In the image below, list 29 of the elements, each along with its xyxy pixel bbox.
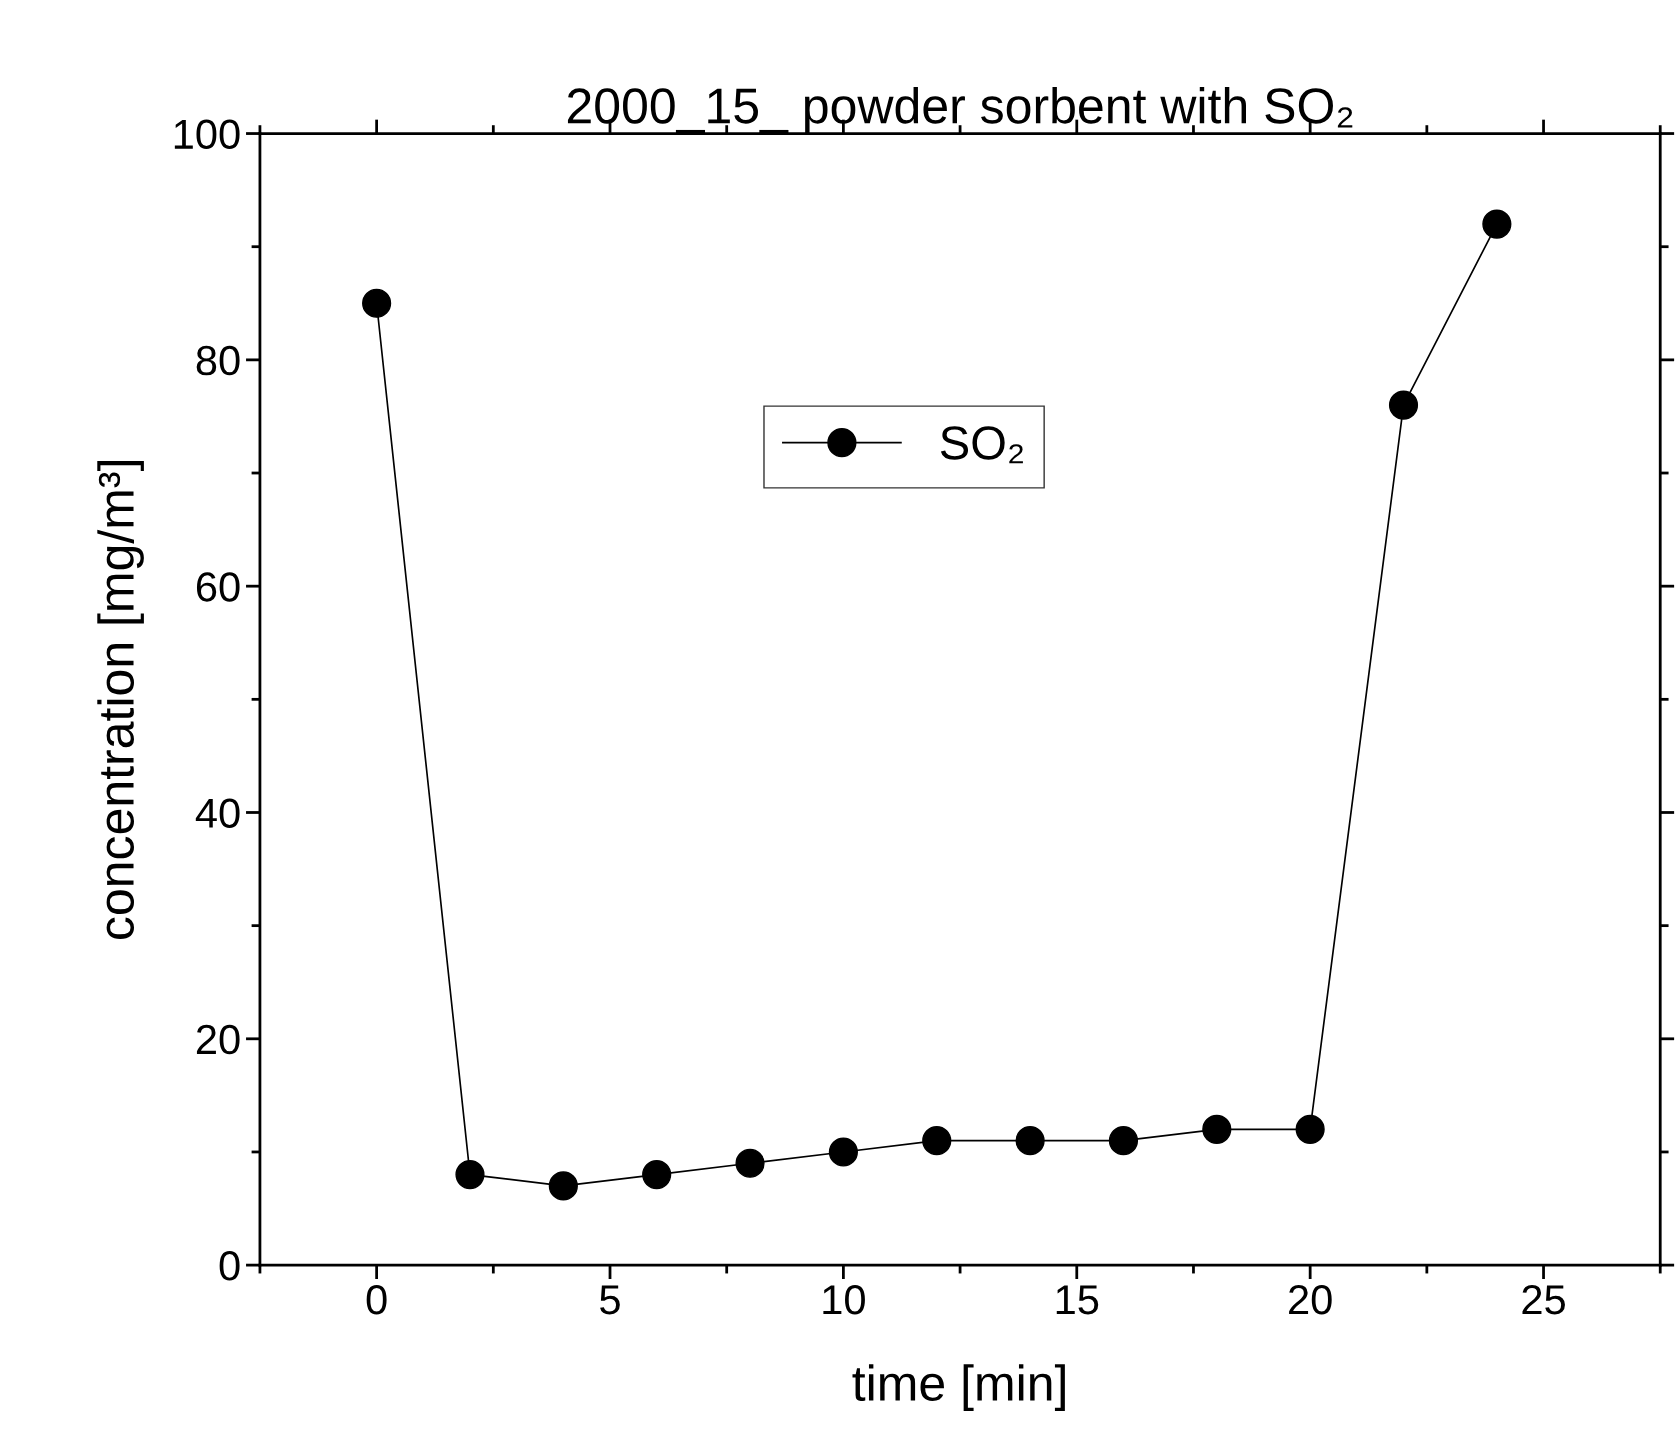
x-tick-label: 10 <box>823 1284 865 1315</box>
x-tick-label: 0 <box>366 1284 387 1315</box>
x-tick-label: 15 <box>1056 1285 1099 1315</box>
x-tick-label: 5 <box>600 1285 620 1315</box>
point <box>735 1148 765 1178</box>
point <box>362 288 392 318</box>
point <box>1108 1126 1139 1156</box>
point <box>1295 1114 1325 1144</box>
point <box>922 1126 952 1156</box>
x-axis-title: time [min] <box>852 1364 1065 1411</box>
point <box>455 1160 485 1190</box>
legend-label: SO₂ <box>940 426 1023 464</box>
point <box>642 1160 672 1190</box>
y-tick-label: 0 <box>219 1251 240 1281</box>
x-tick-label: 25 <box>1522 1284 1565 1315</box>
point <box>1388 390 1419 420</box>
y-tick-label: 40 <box>195 798 240 828</box>
y-tick-label: 20 <box>196 1024 240 1055</box>
y-tick-label: 60 <box>196 572 240 602</box>
y-tick-label: 100 <box>174 119 240 150</box>
point <box>1202 1114 1232 1144</box>
point <box>1015 1126 1045 1156</box>
point <box>548 1171 578 1201</box>
point <box>828 1137 858 1167</box>
point <box>1482 209 1512 239</box>
x-tick-label: 20 <box>1289 1284 1332 1315</box>
y-tick-label: 80 <box>196 345 240 376</box>
y-axis-title: concentration [mg/m³] <box>97 461 144 939</box>
chart-title: 2000_15_ powder sorbent with SO₂ <box>567 86 1353 134</box>
